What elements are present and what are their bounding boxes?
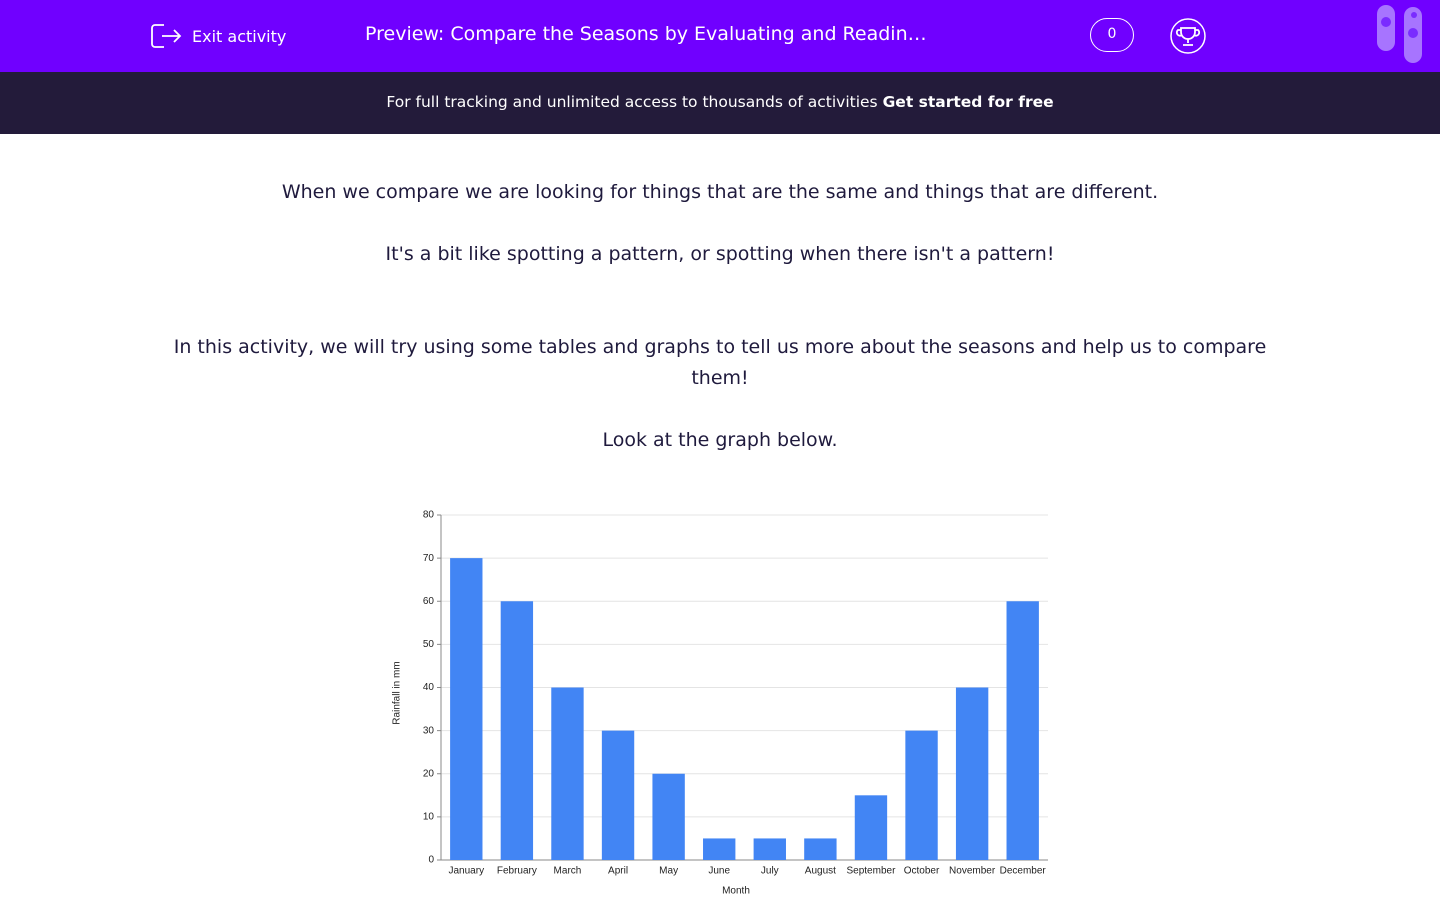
bar xyxy=(955,687,989,860)
x-tick-label: January xyxy=(449,866,485,877)
x-tick-label: October xyxy=(904,866,940,877)
signup-link[interactable]: Get started for free xyxy=(882,93,1054,111)
bar xyxy=(652,773,685,860)
y-tick-label: 70 xyxy=(423,553,435,564)
bar xyxy=(854,795,888,860)
y-tick-label: 60 xyxy=(423,596,435,607)
x-tick-label: November xyxy=(949,866,996,877)
x-tick-label: April xyxy=(608,866,628,877)
paragraph: It's a bit like spotting a pattern, or s… xyxy=(385,243,1055,265)
bar xyxy=(703,838,736,860)
y-tick-label: 80 xyxy=(423,510,435,521)
bar xyxy=(450,558,483,860)
exit-label: Exit activity xyxy=(192,26,287,46)
x-tick-label: February xyxy=(497,866,537,877)
x-tick-label: May xyxy=(659,866,678,877)
bar xyxy=(804,838,837,860)
logo xyxy=(1377,5,1422,63)
trophy-button[interactable] xyxy=(1169,17,1207,55)
bar xyxy=(1006,601,1039,860)
y-tick-label: 0 xyxy=(428,855,434,866)
x-tick-label: June xyxy=(708,866,730,877)
bar xyxy=(551,687,584,860)
y-tick-label: 20 xyxy=(423,768,435,779)
x-tick-label: March xyxy=(554,866,582,877)
x-axis-title: Month xyxy=(722,886,750,897)
bar xyxy=(601,730,635,860)
y-tick-label: 10 xyxy=(423,812,435,823)
exit-icon xyxy=(151,24,182,48)
paragraph: In this activity, we will try using some… xyxy=(173,336,1267,389)
bar xyxy=(500,601,534,860)
y-tick-label: 30 xyxy=(423,725,435,736)
top-bar: Exit activity Preview: Compare the Seaso… xyxy=(0,0,1440,72)
x-tick-label: December xyxy=(1000,866,1047,877)
activity-title: Preview: Compare the Seasons by Evaluati… xyxy=(365,23,927,45)
paragraph: When we compare we are looking for thing… xyxy=(281,181,1159,203)
x-tick-label: August xyxy=(805,866,836,877)
bar xyxy=(905,730,938,860)
signup-banner: For full tracking and unlimited access t… xyxy=(0,72,1440,134)
y-axis-title: Rainfall in mm xyxy=(392,661,403,724)
x-tick-label: July xyxy=(761,866,779,877)
paragraph: Look at the graph below. xyxy=(602,429,838,451)
banner-text: For full tracking and unlimited access t… xyxy=(386,93,878,111)
bar xyxy=(753,838,786,860)
chart: Month Rainfall in mm 0 10 20 30 40 50 60 70 80 Ja… xyxy=(392,510,1048,897)
exit-button[interactable]: Exit activity xyxy=(150,22,286,50)
y-tick-label: 50 xyxy=(423,639,435,650)
x-tick-label: September xyxy=(846,866,896,877)
y-tick-label: 40 xyxy=(423,682,435,693)
score: 0 xyxy=(1090,18,1134,52)
